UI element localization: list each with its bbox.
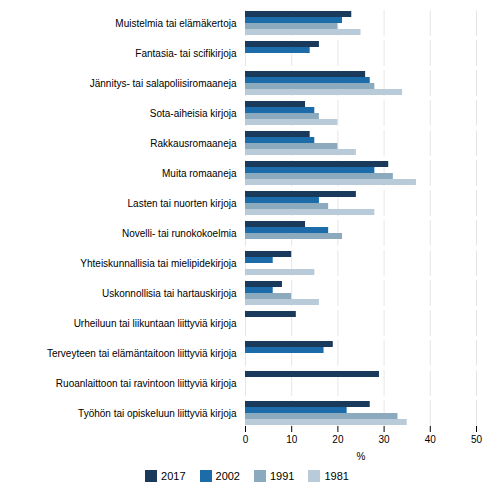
svg-text:30: 30 — [379, 434, 391, 445]
svg-text:0: 0 — [243, 434, 249, 445]
svg-text:Yhteiskunnallisia tai mielipid: Yhteiskunnallisia tai mielipidekirjoja — [80, 258, 237, 269]
svg-text:Rakkausromaaneja: Rakkausromaaneja — [150, 138, 237, 149]
svg-text:40: 40 — [425, 434, 437, 445]
svg-text:Novelli- tai runokokoelmia: Novelli- tai runokokoelmia — [122, 228, 237, 239]
html-text:1981: 1981 — [324, 470, 349, 482]
svg-text:Muistelmia tai elämäkertoja: Muistelmia tai elämäkertoja — [115, 18, 237, 29]
svg-text:Fantasia- tai scifikirjoja: Fantasia- tai scifikirjoja — [135, 48, 237, 59]
svg-text:Uskonnollisia tai hartauskirjo: Uskonnollisia tai hartauskirjoja — [102, 288, 237, 299]
html-text:2017: 2017 — [161, 470, 186, 482]
svg-text:50: 50 — [471, 434, 483, 445]
svg-text:10: 10 — [286, 434, 298, 445]
svg-text:Jännitys- tai salapoliisiromaa: Jännitys- tai salapoliisiromaaneja — [90, 78, 237, 89]
svg-text:Työhön tai opiskeluun liittyvi: Työhön tai opiskeluun liittyviä kirjoja — [78, 408, 237, 419]
svg-text:Ruoanlaittoon tai ravintoon li: Ruoanlaittoon tai ravintoon liittyviä ki… — [56, 378, 237, 389]
svg-text:Sota-aiheisia kirjoja: Sota-aiheisia kirjoja — [150, 108, 237, 119]
svg-text:Urheiluun tai liikuntaan liitt: Urheiluun tai liikuntaan liittyviä kirjo… — [74, 318, 237, 329]
svg-text:Terveyteen tai elämäntaitoon l: Terveyteen tai elämäntaitoon liittyviä k… — [47, 348, 237, 359]
html-text:2002: 2002 — [215, 470, 240, 482]
html-text:1991: 1991 — [270, 470, 295, 482]
svg-text:Lasten tai nuorten kirjoja: Lasten tai nuorten kirjoja — [128, 198, 237, 209]
svg-text:%: % — [357, 451, 366, 462]
svg-text:20: 20 — [332, 434, 344, 445]
svg-text:Muita romaaneja: Muita romaaneja — [162, 168, 237, 179]
